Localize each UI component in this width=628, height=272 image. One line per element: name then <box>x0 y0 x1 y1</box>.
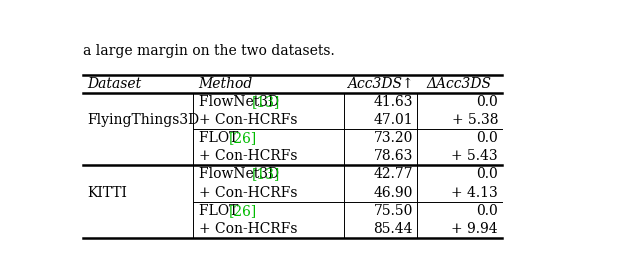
Text: 73.20: 73.20 <box>374 131 413 145</box>
Text: 47.01: 47.01 <box>373 113 413 127</box>
Text: 41.63: 41.63 <box>374 95 413 109</box>
Text: 0.0: 0.0 <box>476 204 498 218</box>
Text: [13]: [13] <box>251 95 279 109</box>
Text: FlowNet3D: FlowNet3D <box>198 95 283 109</box>
Text: [26]: [26] <box>229 131 257 145</box>
Text: 46.90: 46.90 <box>374 186 413 200</box>
Text: 75.50: 75.50 <box>374 204 413 218</box>
Text: FLOT: FLOT <box>198 204 242 218</box>
Text: 78.63: 78.63 <box>374 149 413 163</box>
Text: 0.0: 0.0 <box>476 131 498 145</box>
Text: + Con-HCRFs: + Con-HCRFs <box>198 149 297 163</box>
Text: FlowNet3D: FlowNet3D <box>198 167 283 181</box>
Text: 0.0: 0.0 <box>476 167 498 181</box>
Text: + Con-HCRFs: + Con-HCRFs <box>198 113 297 127</box>
Text: [13]: [13] <box>251 167 279 181</box>
Text: 42.77: 42.77 <box>373 167 413 181</box>
Text: + Con-HCRFs: + Con-HCRFs <box>198 186 297 200</box>
Text: + 5.43: + 5.43 <box>452 149 498 163</box>
Text: Acc3DS↑: Acc3DS↑ <box>347 77 414 91</box>
Text: Dataset: Dataset <box>87 77 141 91</box>
Text: + Con-HCRFs: + Con-HCRFs <box>198 222 297 236</box>
Text: + 5.38: + 5.38 <box>452 113 498 127</box>
Text: FLOT: FLOT <box>198 131 242 145</box>
Text: [26]: [26] <box>229 204 257 218</box>
Text: a large margin on the two datasets.: a large margin on the two datasets. <box>84 45 335 58</box>
Text: Method: Method <box>198 77 253 91</box>
Text: ΔAcc3DS: ΔAcc3DS <box>427 77 492 91</box>
Text: KITTI: KITTI <box>87 186 127 200</box>
Text: FlyingThings3D: FlyingThings3D <box>87 113 199 127</box>
Text: + 4.13: + 4.13 <box>452 186 498 200</box>
Text: 0.0: 0.0 <box>476 95 498 109</box>
Text: + 9.94: + 9.94 <box>452 222 498 236</box>
Text: 85.44: 85.44 <box>374 222 413 236</box>
